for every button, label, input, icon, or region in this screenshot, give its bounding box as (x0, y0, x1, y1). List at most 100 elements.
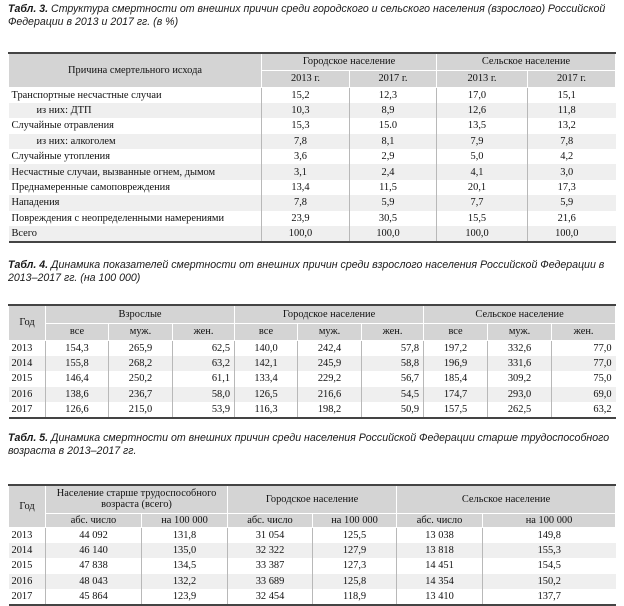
cell-value: 13,5 (436, 118, 528, 134)
cell-value: 15,3 (261, 118, 350, 134)
cell-value: 5,0 (436, 149, 528, 165)
row-label: Преднамеренные самоповреждения (8, 179, 262, 196)
cell-value: 32 322 (227, 542, 313, 559)
table5-caption-text: Динамика смертности от внешних причин ср… (8, 432, 610, 457)
table3-caption-text: Структура смертности от внешних причин с… (8, 3, 606, 28)
cell-value: 15,5 (436, 210, 528, 227)
row-year: 2016 (8, 386, 46, 403)
cell-value: 58,0 (171, 386, 235, 403)
row-year: 2015 (8, 371, 46, 387)
cell-value: 13,2 (527, 118, 616, 134)
cell-value: 63,2 (171, 355, 235, 372)
table-row: Повреждения с неопределенными намерениям… (8, 210, 616, 227)
table5-body: 2013 44 092 131,8 31 054 125,5 13 038 149,8 201… (8, 527, 616, 606)
cell-value: 309,2 (487, 371, 552, 387)
cell-value: 31 054 (227, 527, 313, 543)
cell-value: 126,5 (234, 386, 298, 403)
table-row: Всего 100,0 100,0 100,0 100,0 (8, 226, 616, 243)
table4-header-rural-male: муж. (487, 322, 553, 341)
cell-value: 331,6 (487, 355, 552, 372)
table4-header-urban-male: муж. (297, 322, 363, 341)
cell-value: 30,5 (348, 210, 437, 227)
cell-value: 7,8 (261, 195, 350, 211)
table5-header-elderly-per: на 100 000 (140, 512, 229, 528)
table5-header-urban: Городское население (227, 484, 398, 514)
cell-value: 137,7 (482, 589, 616, 606)
cell-value: 8,9 (348, 102, 437, 119)
table-row: Нападения 7,8 5,9 7,7 5,9 (8, 195, 616, 211)
cell-value: 58,8 (361, 355, 424, 372)
cell-value: 135,0 (140, 542, 228, 559)
cell-value: 154,5 (482, 558, 616, 574)
row-label: Несчастные случаи, вызванные огнем, дымо… (8, 164, 262, 180)
cell-value: 48 043 (45, 573, 142, 590)
table-row: Несчастные случаи, вызванные огнем, дымо… (8, 164, 616, 180)
table5-header-rural: Сельское население (396, 484, 617, 514)
cell-value: 2,9 (348, 149, 437, 165)
cell-value: 20,1 (436, 179, 528, 196)
table5-header-elderly: Население старше трудоспособного возраст… (44, 484, 229, 514)
table-row: Транспортные несчастные случаи 15,2 12,3 17… (8, 87, 616, 103)
table4-body: 2013 154,3 265,9 62,5 140,0 242,4 57,8 197,2 332… (8, 340, 616, 419)
table-row: 2013 44 092 131,8 31 054 125,5 13 038 149,8 (8, 527, 616, 543)
row-year: 2017 (8, 589, 46, 606)
cell-value: 32 454 (227, 589, 313, 606)
table3-header-rural-2017: 2017 г. (527, 69, 617, 88)
cell-value: 245,9 (297, 355, 362, 372)
cell-value: 154,3 (45, 340, 109, 356)
cell-value: 44 092 (45, 527, 142, 543)
cell-value: 56,7 (361, 371, 424, 387)
cell-value: 262,5 (487, 402, 552, 419)
cell-value: 77,0 (551, 340, 616, 356)
table3-caption-prefix: Табл. 3. (8, 3, 49, 15)
cell-value: 100,0 (436, 226, 528, 243)
cell-value: 149,8 (482, 527, 616, 543)
cell-value: 140,0 (234, 340, 298, 356)
cell-value: 11,8 (527, 102, 616, 119)
row-label: Нападения (8, 195, 262, 211)
row-label: Случайные отравления (8, 118, 262, 134)
cell-value: 142,1 (234, 355, 298, 372)
cell-value: 293,0 (487, 386, 552, 403)
cell-value: 250,2 (108, 371, 173, 387)
table-row: Случайные утопления 3,6 2,9 5,0 4,2 (8, 149, 616, 165)
table-row: из них: ДТП 10,3 8,9 12,6 11,8 (8, 102, 616, 119)
table3-header-urban: Городское население (260, 52, 438, 71)
row-label: Случайные утопления (8, 149, 262, 165)
cell-value: 138,6 (45, 386, 109, 403)
table-row: 2015 146,4 250,2 61,1 133,4 229,2 56,7 185,4 309… (8, 371, 616, 387)
cell-value: 50,9 (361, 402, 424, 419)
table5-header-urban-per: на 100 000 (312, 512, 398, 528)
cell-value: 54,5 (361, 386, 424, 403)
table-row: 2016 48 043 132,2 33 689 125,8 14 354 150,2 (8, 573, 616, 590)
cell-value: 13 038 (396, 527, 483, 543)
table4-header-adults-all: все (45, 322, 109, 341)
table5-header-year: Год (8, 484, 46, 528)
table-row: Случайные отравления 15,3 15.0 13,5 13,2 (8, 118, 616, 134)
cell-value: 23,9 (261, 210, 350, 227)
cell-value: 215,0 (108, 402, 173, 419)
table4-header-urban-female: жен. (361, 322, 425, 341)
cell-value: 7,7 (436, 195, 528, 211)
row-label: Транспортные несчастные случаи (8, 87, 262, 103)
cell-value: 3,6 (261, 149, 350, 165)
table3-header-rural-2013: 2013 г. (436, 69, 529, 88)
cell-value: 33 689 (227, 573, 313, 590)
table-row: 2016 138,6 236,7 58,0 126,5 216,6 54,5 174,7 293… (8, 386, 616, 403)
cell-value: 134,5 (140, 558, 228, 574)
table4-header-urban-all: все (234, 322, 299, 341)
cell-value: 3,0 (527, 164, 616, 180)
cell-value: 125,8 (312, 573, 397, 590)
cell-value: 13 818 (396, 542, 483, 559)
cell-value: 3,1 (261, 164, 350, 180)
cell-value: 77,0 (551, 355, 616, 372)
table3-header-urban-2013: 2013 г. (261, 69, 350, 88)
table4-caption: Табл. 4. Динамика показателей смертности… (8, 259, 620, 284)
cell-value: 100,0 (527, 226, 616, 243)
cell-value: 12,6 (436, 102, 528, 119)
cell-value: 14 451 (396, 558, 483, 574)
cell-value: 46 140 (45, 542, 142, 559)
table3-caption: Табл. 3. Структура смертности от внешних… (8, 3, 620, 28)
cell-value: 229,2 (297, 371, 362, 387)
table5-caption-prefix: Табл. 5. (8, 432, 49, 444)
